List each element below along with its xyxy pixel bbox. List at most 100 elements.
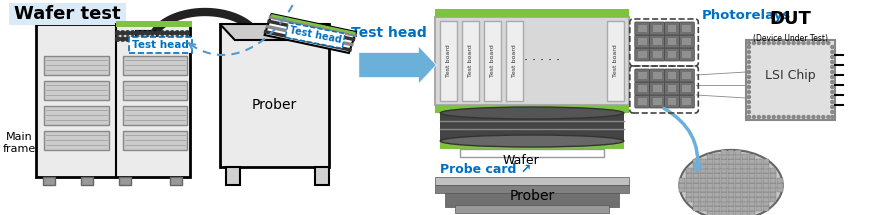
Text: Test board: Test board [613, 45, 617, 77]
Text: Test board: Test board [446, 45, 451, 77]
FancyBboxPatch shape [741, 173, 747, 178]
FancyBboxPatch shape [727, 206, 733, 211]
FancyBboxPatch shape [727, 201, 733, 206]
Circle shape [766, 41, 769, 45]
Circle shape [746, 41, 750, 45]
FancyBboxPatch shape [762, 164, 768, 169]
Circle shape [806, 41, 809, 45]
FancyBboxPatch shape [686, 187, 692, 192]
FancyBboxPatch shape [700, 159, 706, 164]
FancyBboxPatch shape [720, 164, 726, 169]
Circle shape [150, 31, 155, 35]
FancyBboxPatch shape [748, 206, 754, 211]
Circle shape [752, 41, 754, 45]
Circle shape [821, 115, 824, 118]
Circle shape [830, 106, 833, 109]
FancyBboxPatch shape [741, 178, 747, 183]
FancyBboxPatch shape [720, 178, 726, 183]
Circle shape [746, 51, 750, 54]
FancyBboxPatch shape [741, 192, 747, 197]
Circle shape [830, 86, 833, 89]
FancyBboxPatch shape [720, 183, 726, 187]
FancyBboxPatch shape [727, 183, 733, 187]
FancyBboxPatch shape [686, 178, 692, 183]
Polygon shape [220, 24, 328, 40]
FancyBboxPatch shape [748, 183, 754, 187]
Circle shape [746, 115, 750, 118]
FancyBboxPatch shape [445, 193, 618, 207]
FancyBboxPatch shape [679, 35, 693, 48]
FancyBboxPatch shape [734, 201, 740, 206]
FancyBboxPatch shape [713, 192, 720, 197]
FancyBboxPatch shape [706, 206, 713, 211]
Circle shape [752, 115, 754, 118]
FancyBboxPatch shape [706, 154, 713, 159]
FancyBboxPatch shape [727, 164, 733, 169]
Circle shape [830, 115, 833, 118]
FancyBboxPatch shape [734, 154, 740, 159]
FancyBboxPatch shape [460, 149, 603, 157]
Circle shape [165, 31, 169, 35]
Circle shape [136, 37, 140, 41]
FancyBboxPatch shape [505, 21, 522, 101]
FancyBboxPatch shape [706, 197, 713, 202]
FancyBboxPatch shape [679, 69, 693, 82]
Circle shape [830, 75, 833, 78]
FancyBboxPatch shape [679, 82, 693, 95]
FancyBboxPatch shape [727, 159, 733, 164]
Circle shape [170, 31, 175, 35]
FancyBboxPatch shape [741, 168, 747, 174]
Circle shape [772, 41, 774, 45]
FancyBboxPatch shape [667, 25, 676, 32]
FancyBboxPatch shape [741, 154, 747, 159]
FancyBboxPatch shape [434, 17, 628, 105]
FancyBboxPatch shape [170, 177, 182, 185]
FancyBboxPatch shape [461, 21, 479, 101]
FancyBboxPatch shape [700, 178, 706, 183]
FancyBboxPatch shape [664, 95, 679, 108]
Circle shape [170, 37, 175, 41]
Circle shape [160, 31, 164, 35]
FancyBboxPatch shape [748, 168, 754, 174]
FancyBboxPatch shape [713, 164, 720, 169]
Circle shape [811, 41, 814, 45]
FancyArrow shape [359, 46, 435, 84]
FancyBboxPatch shape [693, 187, 699, 192]
FancyBboxPatch shape [693, 178, 699, 183]
FancyBboxPatch shape [679, 183, 685, 187]
FancyBboxPatch shape [652, 85, 660, 92]
Circle shape [821, 41, 824, 45]
Circle shape [116, 31, 120, 35]
FancyBboxPatch shape [734, 192, 740, 197]
FancyBboxPatch shape [755, 168, 761, 174]
FancyBboxPatch shape [693, 159, 699, 164]
Polygon shape [264, 14, 355, 53]
FancyBboxPatch shape [713, 183, 720, 187]
Circle shape [781, 41, 784, 45]
FancyBboxPatch shape [652, 25, 660, 32]
FancyBboxPatch shape [693, 183, 699, 187]
FancyBboxPatch shape [762, 197, 768, 202]
Circle shape [746, 86, 750, 89]
FancyBboxPatch shape [700, 201, 706, 206]
Text: Test board: Test board [489, 45, 494, 77]
FancyBboxPatch shape [136, 31, 157, 47]
FancyBboxPatch shape [667, 51, 676, 58]
Circle shape [816, 115, 819, 118]
Text: Test board: Test board [511, 45, 516, 77]
FancyBboxPatch shape [720, 206, 726, 211]
FancyBboxPatch shape [634, 22, 649, 35]
FancyBboxPatch shape [483, 21, 501, 101]
FancyBboxPatch shape [755, 192, 761, 197]
Circle shape [761, 41, 765, 45]
FancyBboxPatch shape [681, 85, 691, 92]
FancyBboxPatch shape [706, 201, 713, 206]
FancyBboxPatch shape [748, 164, 754, 169]
FancyBboxPatch shape [681, 51, 691, 58]
FancyBboxPatch shape [713, 197, 720, 202]
FancyBboxPatch shape [440, 141, 623, 149]
FancyBboxPatch shape [123, 81, 187, 100]
FancyBboxPatch shape [762, 173, 768, 178]
Circle shape [160, 37, 164, 41]
FancyBboxPatch shape [713, 206, 720, 211]
